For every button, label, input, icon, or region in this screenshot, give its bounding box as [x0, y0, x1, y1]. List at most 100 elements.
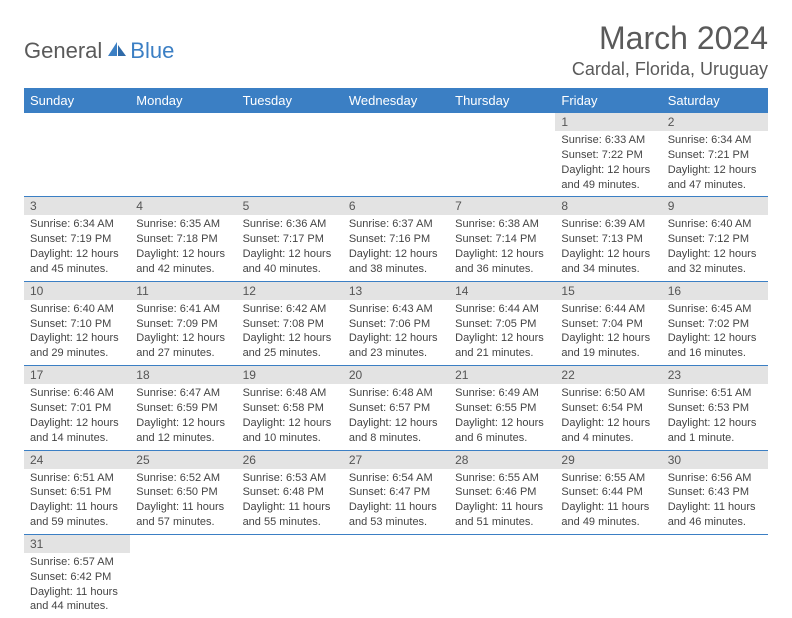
day-number: 16 [662, 282, 768, 300]
calendar-cell: 11Sunrise: 6:41 AMSunset: 7:09 PMDayligh… [130, 281, 236, 365]
sunrise: Sunrise: 6:56 AM [668, 471, 762, 486]
calendar-cell: 30Sunrise: 6:56 AMSunset: 6:43 PMDayligh… [662, 450, 768, 534]
daylight: Daylight: 12 hours and 38 minutes. [349, 247, 443, 277]
sunrise: Sunrise: 6:40 AM [30, 302, 124, 317]
sunrise: Sunrise: 6:34 AM [30, 217, 124, 232]
day-details: Sunrise: 6:57 AMSunset: 6:42 PMDaylight:… [24, 553, 130, 618]
day-details: Sunrise: 6:51 AMSunset: 6:53 PMDaylight:… [662, 384, 768, 449]
sunrise: Sunrise: 6:35 AM [136, 217, 230, 232]
day-details: Sunrise: 6:42 AMSunset: 7:08 PMDaylight:… [237, 300, 343, 365]
month-title: March 2024 [572, 20, 768, 57]
calendar-cell: 3Sunrise: 6:34 AMSunset: 7:19 PMDaylight… [24, 197, 130, 281]
day-header: Wednesday [343, 88, 449, 113]
day-details: Sunrise: 6:46 AMSunset: 7:01 PMDaylight:… [24, 384, 130, 449]
day-details: Sunrise: 6:48 AMSunset: 6:57 PMDaylight:… [343, 384, 449, 449]
day-number: 31 [24, 535, 130, 553]
calendar-cell: 19Sunrise: 6:48 AMSunset: 6:58 PMDayligh… [237, 366, 343, 450]
sunset: Sunset: 6:55 PM [455, 401, 549, 416]
day-details: Sunrise: 6:36 AMSunset: 7:17 PMDaylight:… [237, 215, 343, 280]
calendar-cell [237, 113, 343, 197]
sunset: Sunset: 7:16 PM [349, 232, 443, 247]
sunrise: Sunrise: 6:39 AM [561, 217, 655, 232]
day-number: 26 [237, 451, 343, 469]
sunset: Sunset: 6:53 PM [668, 401, 762, 416]
day-details: Sunrise: 6:52 AMSunset: 6:50 PMDaylight:… [130, 469, 236, 534]
sunset: Sunset: 7:05 PM [455, 317, 549, 332]
daylight: Daylight: 12 hours and 12 minutes. [136, 416, 230, 446]
calendar-cell [343, 113, 449, 197]
day-details: Sunrise: 6:33 AMSunset: 7:22 PMDaylight:… [555, 131, 661, 196]
sunrise: Sunrise: 6:50 AM [561, 386, 655, 401]
daylight: Daylight: 12 hours and 6 minutes. [455, 416, 549, 446]
calendar-cell: 25Sunrise: 6:52 AMSunset: 6:50 PMDayligh… [130, 450, 236, 534]
day-number: 8 [555, 197, 661, 215]
day-header: Friday [555, 88, 661, 113]
sunset: Sunset: 7:18 PM [136, 232, 230, 247]
day-details: Sunrise: 6:34 AMSunset: 7:19 PMDaylight:… [24, 215, 130, 280]
sunset: Sunset: 6:47 PM [349, 485, 443, 500]
daylight: Daylight: 11 hours and 55 minutes. [243, 500, 337, 530]
calendar-cell [343, 534, 449, 618]
day-details: Sunrise: 6:44 AMSunset: 7:04 PMDaylight:… [555, 300, 661, 365]
calendar-cell [449, 113, 555, 197]
sunset: Sunset: 7:13 PM [561, 232, 655, 247]
calendar-cell: 4Sunrise: 6:35 AMSunset: 7:18 PMDaylight… [130, 197, 236, 281]
sunrise: Sunrise: 6:46 AM [30, 386, 124, 401]
daylight: Daylight: 12 hours and 10 minutes. [243, 416, 337, 446]
sunrise: Sunrise: 6:33 AM [561, 133, 655, 148]
day-number: 20 [343, 366, 449, 384]
daylight: Daylight: 11 hours and 44 minutes. [30, 585, 124, 615]
sunset: Sunset: 6:48 PM [243, 485, 337, 500]
sunrise: Sunrise: 6:57 AM [30, 555, 124, 570]
day-number: 29 [555, 451, 661, 469]
sunset: Sunset: 6:59 PM [136, 401, 230, 416]
calendar-cell: 10Sunrise: 6:40 AMSunset: 7:10 PMDayligh… [24, 281, 130, 365]
sunrise: Sunrise: 6:44 AM [561, 302, 655, 317]
daylight: Daylight: 12 hours and 25 minutes. [243, 331, 337, 361]
calendar-cell: 13Sunrise: 6:43 AMSunset: 7:06 PMDayligh… [343, 281, 449, 365]
sunset: Sunset: 7:22 PM [561, 148, 655, 163]
calendar-cell [555, 534, 661, 618]
daylight: Daylight: 12 hours and 47 minutes. [668, 163, 762, 193]
day-details: Sunrise: 6:56 AMSunset: 6:43 PMDaylight:… [662, 469, 768, 534]
sunrise: Sunrise: 6:49 AM [455, 386, 549, 401]
daylight: Daylight: 12 hours and 27 minutes. [136, 331, 230, 361]
day-number: 2 [662, 113, 768, 131]
day-number: 13 [343, 282, 449, 300]
calendar-cell [130, 534, 236, 618]
calendar-body: 1Sunrise: 6:33 AMSunset: 7:22 PMDaylight… [24, 113, 768, 618]
day-details: Sunrise: 6:50 AMSunset: 6:54 PMDaylight:… [555, 384, 661, 449]
calendar-cell: 29Sunrise: 6:55 AMSunset: 6:44 PMDayligh… [555, 450, 661, 534]
sunset: Sunset: 7:02 PM [668, 317, 762, 332]
day-header: Tuesday [237, 88, 343, 113]
day-details: Sunrise: 6:47 AMSunset: 6:59 PMDaylight:… [130, 384, 236, 449]
day-details: Sunrise: 6:40 AMSunset: 7:10 PMDaylight:… [24, 300, 130, 365]
sunset: Sunset: 7:10 PM [30, 317, 124, 332]
sunset: Sunset: 6:50 PM [136, 485, 230, 500]
calendar-cell: 27Sunrise: 6:54 AMSunset: 6:47 PMDayligh… [343, 450, 449, 534]
sunset: Sunset: 6:58 PM [243, 401, 337, 416]
day-number: 25 [130, 451, 236, 469]
day-header: Monday [130, 88, 236, 113]
daylight: Daylight: 12 hours and 14 minutes. [30, 416, 124, 446]
sunrise: Sunrise: 6:45 AM [668, 302, 762, 317]
calendar-cell: 20Sunrise: 6:48 AMSunset: 6:57 PMDayligh… [343, 366, 449, 450]
day-number: 9 [662, 197, 768, 215]
day-details: Sunrise: 6:53 AMSunset: 6:48 PMDaylight:… [237, 469, 343, 534]
daylight: Daylight: 11 hours and 51 minutes. [455, 500, 549, 530]
header: General Blue March 2024 Cardal, Florida,… [24, 20, 768, 80]
daylight: Daylight: 12 hours and 4 minutes. [561, 416, 655, 446]
daylight: Daylight: 12 hours and 23 minutes. [349, 331, 443, 361]
sunrise: Sunrise: 6:55 AM [455, 471, 549, 486]
day-number: 12 [237, 282, 343, 300]
sunrise: Sunrise: 6:34 AM [668, 133, 762, 148]
calendar-cell: 5Sunrise: 6:36 AMSunset: 7:17 PMDaylight… [237, 197, 343, 281]
calendar-cell [130, 113, 236, 197]
day-number: 17 [24, 366, 130, 384]
day-number: 18 [130, 366, 236, 384]
sunset: Sunset: 7:01 PM [30, 401, 124, 416]
logo-text-1: General [24, 38, 102, 64]
daylight: Daylight: 12 hours and 32 minutes. [668, 247, 762, 277]
day-number: 5 [237, 197, 343, 215]
sunrise: Sunrise: 6:48 AM [243, 386, 337, 401]
